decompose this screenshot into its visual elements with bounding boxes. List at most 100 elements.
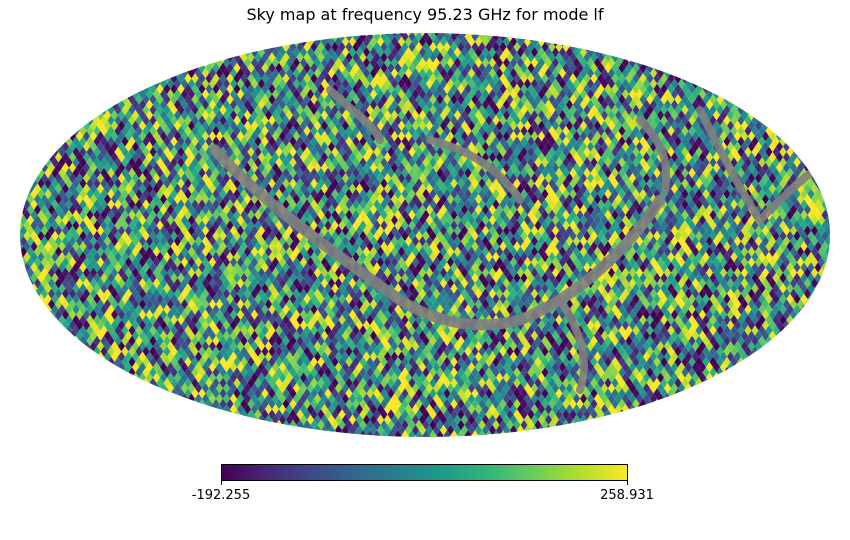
map-pixel — [657, 57, 664, 68]
map-pixel — [832, 205, 839, 216]
map-pixel — [790, 131, 797, 142]
map-pixel — [489, 33, 496, 37]
map-pixel — [713, 78, 720, 89]
map-pixel — [23, 283, 31, 294]
map-pixel — [107, 94, 115, 105]
map-pixel — [76, 110, 83, 121]
map-pixel — [437, 21, 444, 32]
map-pixel — [828, 188, 830, 200]
map-pixel — [20, 278, 27, 289]
map-pixel — [55, 131, 62, 142]
map-pixel — [349, 33, 356, 37]
map-pixel — [825, 278, 830, 289]
map-pixel — [667, 62, 675, 74]
map-pixel — [409, 21, 416, 32]
map-pixel — [13, 215, 20, 226]
map-pixel — [13, 184, 20, 195]
map-pixel — [832, 247, 839, 258]
map-pixel — [832, 226, 839, 237]
map-pixel — [23, 167, 31, 179]
map-pixel — [402, 21, 409, 32]
map-pixel — [395, 21, 402, 32]
map-pixel — [758, 104, 766, 116]
map-pixel — [41, 152, 48, 163]
map-pixel — [86, 104, 94, 116]
map-pixel — [779, 125, 787, 137]
map-pixel — [650, 57, 657, 68]
map-pixel — [10, 262, 17, 273]
map-pixel — [765, 115, 773, 126]
map-pixel — [111, 89, 118, 100]
map-pixel — [65, 125, 73, 137]
map-pixel — [20, 188, 24, 200]
map-pixel — [10, 189, 17, 200]
map-pixel — [430, 21, 437, 32]
map-pixel — [811, 162, 818, 173]
map-pixel — [69, 120, 76, 131]
map-pixels — [10, 21, 839, 437]
map-pixel — [832, 257, 839, 268]
map-pixel — [541, 33, 549, 42]
map-pixel — [20, 178, 24, 189]
map-pixel — [10, 199, 17, 210]
map-pixel — [139, 78, 146, 89]
map-pixel — [34, 162, 41, 173]
map-pixel — [363, 33, 370, 37]
map-pixel — [188, 57, 195, 68]
map-pixel — [240, 41, 248, 53]
map-pixel — [451, 21, 458, 32]
map-pixel — [737, 94, 745, 105]
map-pixel — [832, 184, 839, 195]
map-pixel — [832, 194, 839, 205]
map-pixel — [828, 178, 830, 189]
map-pixel — [388, 21, 395, 32]
map-pixel — [716, 83, 724, 95]
map-pixel — [783, 131, 790, 142]
map-pixel — [797, 141, 804, 152]
map-pixel — [83, 110, 90, 121]
map-pixel — [615, 47, 622, 58]
map-pixel — [265, 36, 272, 47]
map-pixel — [772, 115, 780, 126]
map-pixel — [825, 173, 830, 184]
map-pixel — [20, 199, 24, 210]
map-pixel — [762, 110, 769, 121]
map-pixel — [128, 83, 136, 95]
map-pixel — [97, 99, 104, 110]
map-pixel — [160, 68, 167, 79]
map-pixel — [423, 21, 430, 32]
map-pixel — [10, 252, 17, 263]
map-pixel — [444, 21, 451, 32]
map-pixel — [828, 199, 830, 210]
map-pixel — [149, 73, 157, 84]
map-pixel — [27, 162, 34, 173]
map-pixel — [580, 36, 587, 47]
map-pixel — [13, 236, 20, 247]
map-pixel — [48, 141, 55, 152]
map-pixel — [828, 272, 830, 284]
map-pixel — [93, 104, 101, 116]
map-pixel — [44, 146, 52, 158]
map-pixel — [37, 146, 45, 158]
map-pixel — [328, 33, 335, 37]
map-pixel — [177, 62, 185, 74]
map-pixel — [590, 41, 598, 53]
map-pixel — [685, 68, 692, 79]
map-pixel — [223, 47, 230, 58]
map-pixel — [258, 36, 265, 47]
map-pixel — [20, 272, 24, 284]
map-pixel — [13, 194, 20, 205]
map-pixel — [51, 136, 59, 147]
map-pixel — [13, 205, 20, 216]
map-pixel — [818, 162, 825, 173]
map-pixel — [807, 157, 815, 168]
map-pixel — [825, 194, 830, 205]
map-pixel — [632, 52, 640, 63]
map-pixel — [496, 33, 503, 37]
map-pixel — [727, 89, 734, 100]
map-pixel — [776, 120, 783, 131]
map-pixel — [828, 251, 830, 263]
map-pixel — [181, 57, 188, 68]
map-pixel — [13, 257, 20, 268]
